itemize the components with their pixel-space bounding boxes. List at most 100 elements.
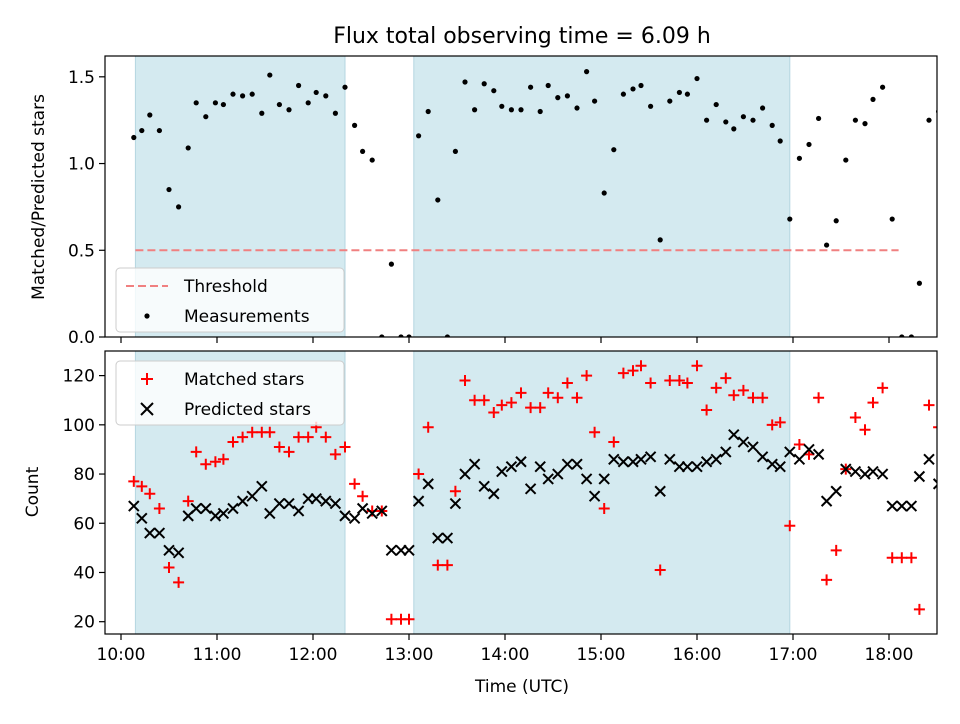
predicted-stars-point <box>163 544 175 557</box>
predicted-stars-point <box>246 490 258 502</box>
measurement-point <box>870 96 876 102</box>
matched-stars-point <box>136 480 148 492</box>
measurement-point <box>286 107 292 113</box>
matched-stars-point <box>227 436 239 448</box>
predicted-stars-point <box>859 468 871 480</box>
predicted-stars-point <box>432 532 444 544</box>
predicted-stars-point <box>849 465 862 478</box>
predicted-stars-point <box>524 483 537 495</box>
measurement-point <box>833 218 839 224</box>
predicted-stars-point <box>700 456 713 468</box>
matched-stars-point <box>173 576 185 588</box>
measurement-point <box>166 186 172 193</box>
measurement-point <box>796 155 803 161</box>
x-tick-label: 13:00 <box>385 645 434 665</box>
predicted-stars-point <box>412 495 425 507</box>
measurement-point <box>379 334 385 337</box>
predicted-stars-point <box>283 497 295 510</box>
measurement-point <box>564 93 571 99</box>
predicted-stars-point <box>488 488 500 500</box>
measurement-point <box>305 100 311 106</box>
matched-stars-point <box>552 392 564 404</box>
predicted-stars-point <box>747 441 759 453</box>
matched-stars-point <box>710 382 722 394</box>
matched-stars-point <box>561 377 573 389</box>
measurement-point <box>416 133 422 139</box>
matched-stars-point <box>867 397 879 409</box>
matched-stars-point <box>128 475 140 487</box>
matched-stars-point <box>264 426 276 438</box>
matched-stars-point <box>813 392 825 404</box>
matched-stars-point <box>905 552 917 564</box>
predicted-stars-point <box>172 547 185 559</box>
x-tick-label: 18:00 <box>865 645 914 665</box>
matched-stars-point <box>654 564 666 576</box>
predicted-stars-point <box>128 500 140 512</box>
legend: Threshold Measurements <box>115 267 345 333</box>
measurement-point <box>230 91 236 97</box>
y-tick-label: 1.0 <box>68 155 95 175</box>
measurement-point <box>611 147 617 153</box>
predicted-stars-point <box>136 512 148 525</box>
predicted-stars-point <box>876 468 889 480</box>
measurement-point <box>193 100 199 106</box>
measurement-point <box>220 101 226 108</box>
matched-stars-point <box>673 375 685 387</box>
matched-stars-point <box>515 387 527 399</box>
predicted-stars-point <box>561 458 574 470</box>
count-panel: 10:00 11:00 12:00 13:00 14:00 15:00 16:00 17:00… <box>63 350 938 665</box>
predicted-stars-point <box>913 470 926 483</box>
x-tick-label: 15:00 <box>577 645 626 665</box>
y-tick-label: 80 <box>73 465 95 485</box>
measurement-point <box>723 119 729 125</box>
measurement-point <box>601 190 607 196</box>
x-axis-label: Time (UTC) <box>474 677 569 697</box>
matched-stars-point <box>478 394 490 406</box>
measurement-point <box>852 117 859 123</box>
chart-title: Flux total observing time = 6.09 h <box>333 24 711 49</box>
legend-label: Measurements <box>184 307 310 327</box>
predicted-stars-point <box>356 502 369 515</box>
y-tick-label: 1.5 <box>68 68 95 88</box>
measurement-point <box>537 108 543 115</box>
matched-stars-point <box>385 613 397 625</box>
measurement-point <box>139 127 145 134</box>
measurement-point <box>203 114 209 120</box>
matched-stars-point <box>849 411 861 423</box>
matched-stars-point <box>701 404 713 416</box>
predicted-stars-point <box>273 497 286 510</box>
matched-stars-point <box>793 439 805 451</box>
matched-stars-point <box>153 502 165 514</box>
predicted-stars-point <box>691 460 703 473</box>
predicted-stars-point <box>664 453 676 465</box>
predicted-stars-point <box>256 480 268 493</box>
measurement-point <box>388 261 394 267</box>
matched-stars-point <box>571 392 583 404</box>
predicted-stars-point <box>571 458 583 470</box>
predicted-stars-point <box>710 453 722 465</box>
predicted-stars-point <box>348 512 361 525</box>
matched-stars-point <box>664 375 676 387</box>
predicted-stars-point <box>756 451 769 463</box>
matched-stars-point <box>349 478 361 490</box>
measurement-point <box>657 237 663 243</box>
predicted-stars-point <box>140 402 154 416</box>
measurement-point <box>323 93 329 99</box>
measurement-point <box>249 91 255 97</box>
measurement-point <box>777 138 783 144</box>
y-tick-label: 60 <box>73 514 95 534</box>
measurement-point <box>296 82 302 89</box>
predicted-stars-point <box>366 507 378 520</box>
y-tick-label: 20 <box>73 613 95 633</box>
matched-stars-point <box>720 372 732 384</box>
measurement-point <box>481 81 487 87</box>
matched-stars-point <box>432 559 444 571</box>
measurement-point <box>630 86 636 92</box>
predicted-stars-point <box>766 458 778 470</box>
measurement-point <box>667 98 673 104</box>
matched-stars-point <box>830 544 842 556</box>
legend-box <box>115 360 345 426</box>
predicted-stars-point <box>896 500 908 512</box>
measurement-point <box>267 72 273 78</box>
predicted-stars-point <box>812 448 825 461</box>
